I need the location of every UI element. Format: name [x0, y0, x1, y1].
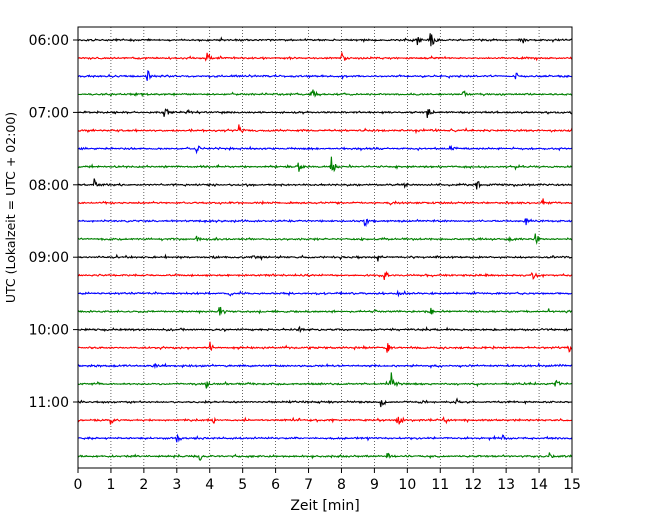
x-tick-label: 5	[238, 477, 247, 493]
trace-0700	[77, 108, 573, 119]
y-tick-label: 10:00	[29, 323, 69, 339]
trace-0645	[77, 89, 573, 98]
x-tick-label: 12	[464, 477, 482, 493]
trace-0600	[77, 33, 573, 47]
y-tick-label: 07:00	[29, 105, 69, 121]
x-tick-label: 2	[139, 477, 148, 493]
x-tick-label: 13	[497, 477, 515, 493]
y-axis-label: UTC (Lokalzeit = UTC + 02:00)	[3, 112, 18, 303]
trace-0915	[77, 270, 573, 281]
x-tick-label: 8	[337, 477, 346, 493]
trace-1030	[77, 362, 573, 370]
trace-1145	[77, 452, 573, 461]
trace-1115	[77, 416, 573, 425]
trace-0745	[77, 156, 573, 173]
x-tick-label: 6	[271, 477, 280, 493]
x-tick-label: 15	[563, 477, 581, 493]
y-tick-label: 11:00	[29, 395, 69, 411]
x-tick-label: 3	[172, 477, 181, 493]
x-tick-label: 11	[431, 477, 449, 493]
x-axis-ticks: 0 1 2 3 4 5 6 7 8 9 10 11 12 13 14 15	[74, 468, 581, 493]
y-tick-label: 08:00	[29, 178, 69, 194]
x-axis-label: Zeit [min]	[290, 498, 359, 514]
trace-0830	[77, 218, 573, 228]
x-tick-label: 4	[205, 477, 214, 493]
x-tick-label: 9	[370, 477, 379, 493]
trace-1100	[77, 397, 573, 408]
trace-0900	[77, 253, 573, 262]
y-tick-label: 06:00	[29, 33, 69, 49]
trace-0845	[77, 233, 573, 245]
trace-0715	[77, 124, 573, 135]
y-tick-label: 09:00	[29, 250, 69, 266]
trace-0800	[77, 178, 573, 190]
trace-1130	[77, 433, 573, 443]
x-tick-label: 7	[304, 477, 313, 493]
x-tick-label: 14	[530, 477, 548, 493]
x-tick-label: 0	[74, 477, 83, 493]
trace-1000	[77, 325, 573, 334]
trace-0945	[77, 306, 573, 316]
seismogram-traces	[77, 33, 573, 461]
trace-0930	[77, 289, 572, 298]
trace-1045	[77, 372, 573, 389]
trace-1015	[77, 341, 573, 353]
trace-0630	[77, 69, 573, 81]
x-tick-label: 1	[106, 477, 115, 493]
trace-0815	[77, 198, 573, 206]
trace-0730	[77, 144, 573, 155]
plot-frame	[77, 26, 573, 469]
y-axis-ticks: 06:00 07:00 08:00 09:00 10:00 11:00	[29, 33, 78, 411]
x-tick-label: 10	[398, 477, 416, 493]
trace-0615	[77, 51, 573, 62]
